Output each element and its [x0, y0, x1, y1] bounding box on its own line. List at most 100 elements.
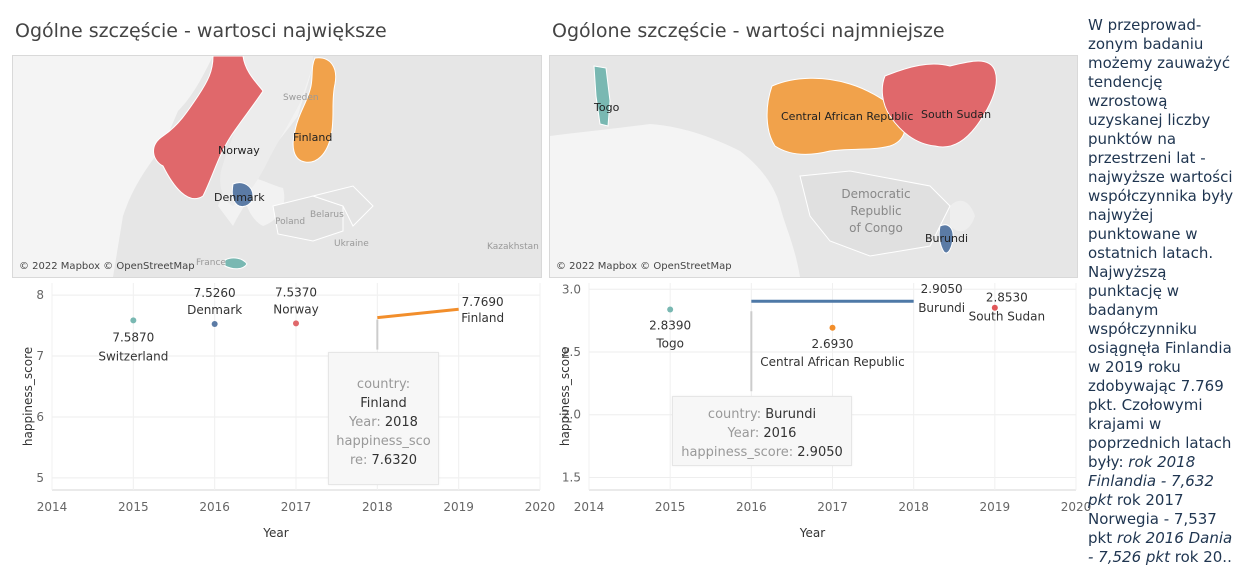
atlantic-sea	[13, 56, 213, 277]
x-tick-label: 2018	[898, 500, 929, 514]
map-label-car: Central African Republic	[781, 110, 913, 123]
map-label-drc-1: Democratic	[841, 187, 910, 201]
europe-map-svg: Sweden Poland Belarus Ukraine Kazakhstan…	[13, 56, 541, 277]
right-scatter-chart: 1.5 2.0 2.5 3.0 2014 2015 2016 2017 2018 2019 2020…	[558, 282, 1091, 540]
map-label-south-sudan: South Sudan	[921, 108, 991, 121]
narrative-part-2: rok 2017 Norwegia - 7,537 pkt	[1088, 491, 1217, 547]
x-tick-label: 2015	[118, 500, 149, 514]
x-tick-label: 2020	[525, 500, 556, 514]
series-line-finland[interactable]	[377, 307, 459, 320]
line-country-label: Burundi	[918, 301, 965, 315]
lake-victoria	[950, 200, 975, 232]
tooltip-year-value: 2016	[763, 426, 797, 441]
x-tick-label: 2018	[362, 500, 393, 514]
x-tick-label: 2015	[655, 500, 686, 514]
y-tick-label: 3.0	[562, 282, 581, 296]
map-label-ukraine: Ukraine	[334, 239, 369, 249]
map-label-sweden: Sweden	[283, 93, 319, 103]
map-label-burundi: Burundi	[925, 232, 968, 245]
right-sheet-title: Ogólone szczęście - wartości najmniejsze	[552, 20, 945, 42]
right-chart[interactable]: 1.5 2.0 2.5 3.0 2014 2015 2016 2017 2018 2019 2020…	[549, 282, 1091, 548]
tooltip-score-key: happiness_score:	[681, 445, 794, 460]
y-tick-label: 2.5	[562, 345, 581, 359]
tooltip-score-value: 7.6320	[371, 453, 418, 468]
y-axis-title: happiness_score	[21, 347, 35, 446]
map-label-france: France	[196, 258, 226, 268]
belarus-shape	[311, 185, 374, 227]
line-value-label: 7.7690	[462, 295, 504, 309]
y-axis-title: happiness_score	[558, 347, 572, 446]
point-country-label: Switzerland	[98, 349, 168, 363]
tooltip-score-key: happiness_sco	[336, 434, 431, 449]
x-axis-title: Year	[799, 526, 825, 540]
point-value-label: 7.5260	[194, 286, 236, 300]
point-country-label: Denmark	[187, 303, 242, 317]
tooltip-score-key-2: re:	[349, 453, 368, 468]
y-tick-label: 5	[36, 471, 44, 485]
tooltip-year-key: Year:	[349, 415, 381, 430]
switzerland-region[interactable]	[224, 257, 248, 270]
left-chart[interactable]: 5 6 7 8 2014 2015 2016 2017 2018 2019 2020 Year happ…	[12, 283, 555, 548]
denmark-region[interactable]	[231, 182, 254, 207]
x-tick-label: 2017	[817, 500, 848, 514]
x-tick-label: 2019	[443, 500, 474, 514]
map-attribution[interactable]: © 2022 Mapbox © OpenStreetMap	[19, 261, 195, 272]
map-attribution[interactable]: © 2022 Mapbox © OpenStreetMap	[556, 261, 732, 272]
y-tick-label: 1.5	[562, 470, 581, 484]
map-label-norway: Norway	[218, 144, 260, 157]
left-scatter-chart: 5 6 7 8 2014 2015 2016 2017 2018 2019 2020 Year happ…	[21, 283, 555, 540]
x-tick-label: 2016	[736, 500, 767, 514]
y-tick-label: 7	[36, 349, 44, 363]
togo-region[interactable]	[593, 65, 611, 127]
data-point-norway[interactable]	[293, 320, 299, 327]
map-label-poland: Poland	[275, 217, 305, 227]
burundi-region[interactable]	[938, 224, 954, 254]
map-label-togo: Togo	[593, 101, 620, 114]
line-value-label: 2.9050	[921, 282, 963, 296]
tooltip-country-key: country:	[356, 377, 411, 392]
map-label-denmark: Denmark	[214, 191, 265, 204]
point-value-label: 2.6930	[812, 337, 854, 351]
x-tick-label: 2020	[1061, 500, 1092, 514]
point-value-label: 7.5370	[275, 285, 317, 299]
narrative-part-1: W przeprowad-zonym badaniu możemy zauważ…	[1088, 16, 1234, 471]
narrative-part-3: rok 20..	[1169, 548, 1232, 566]
x-tick-label: 2016	[199, 500, 230, 514]
right-map[interactable]: Togo Central African Republic South Suda…	[549, 55, 1078, 278]
map-label-finland: Finland	[293, 131, 332, 144]
point-country-label: Central African Republic	[760, 355, 904, 369]
tooltip-country-key: country:	[707, 407, 762, 422]
south-sudan-region[interactable]	[881, 60, 997, 148]
left-map[interactable]: Sweden Poland Belarus Ukraine Kazakhstan…	[12, 55, 542, 278]
tooltip-country-value: Burundi	[765, 407, 817, 422]
data-point-central-african-republic[interactable]	[829, 324, 836, 331]
data-point-south-sudan[interactable]	[991, 304, 998, 311]
africa-map-svg: Togo Central African Republic South Suda…	[550, 56, 1077, 277]
x-tick-label: 2017	[281, 500, 312, 514]
y-tick-label: 6	[36, 410, 44, 424]
data-point-denmark[interactable]	[211, 321, 218, 328]
x-axis-title: Year	[262, 526, 288, 540]
tooltip-year-value: 2018	[384, 415, 418, 430]
car-region[interactable]	[766, 77, 906, 155]
map-label-kazakhstan: Kazakhstan	[487, 242, 539, 252]
point-value-label: 7.5870	[112, 330, 154, 344]
norway-region[interactable]	[153, 56, 264, 200]
map-label-drc-3: of Congo	[849, 221, 903, 235]
x-tick-label: 2019	[980, 500, 1011, 514]
point-country-label: South Sudan	[969, 310, 1045, 324]
map-label-belarus: Belarus	[310, 210, 344, 220]
point-country-label: Norway	[273, 302, 319, 316]
data-point-switzerland[interactable]	[130, 317, 137, 324]
narrative-text: W przeprowad-zonym badaniu możemy zauważ…	[1088, 16, 1238, 567]
right-tooltip: country: Burundi Year: 2016 happiness_sc…	[672, 396, 852, 466]
tooltip-country-value: Finland	[360, 396, 407, 411]
left-sheet-title: Ogólne szczęście - wartosci największe	[15, 20, 387, 42]
point-value-label: 2.8390	[649, 318, 691, 332]
y-tick-label: 8	[36, 288, 44, 302]
tooltip-score-value: 2.9050	[797, 445, 843, 460]
data-point-togo[interactable]	[667, 306, 674, 313]
map-label-drc-2: Republic	[850, 204, 901, 218]
finland-region[interactable]	[292, 57, 337, 163]
narrative-italic-1: rok 2018 Finlandia - 7,632 pkt	[1088, 453, 1214, 509]
